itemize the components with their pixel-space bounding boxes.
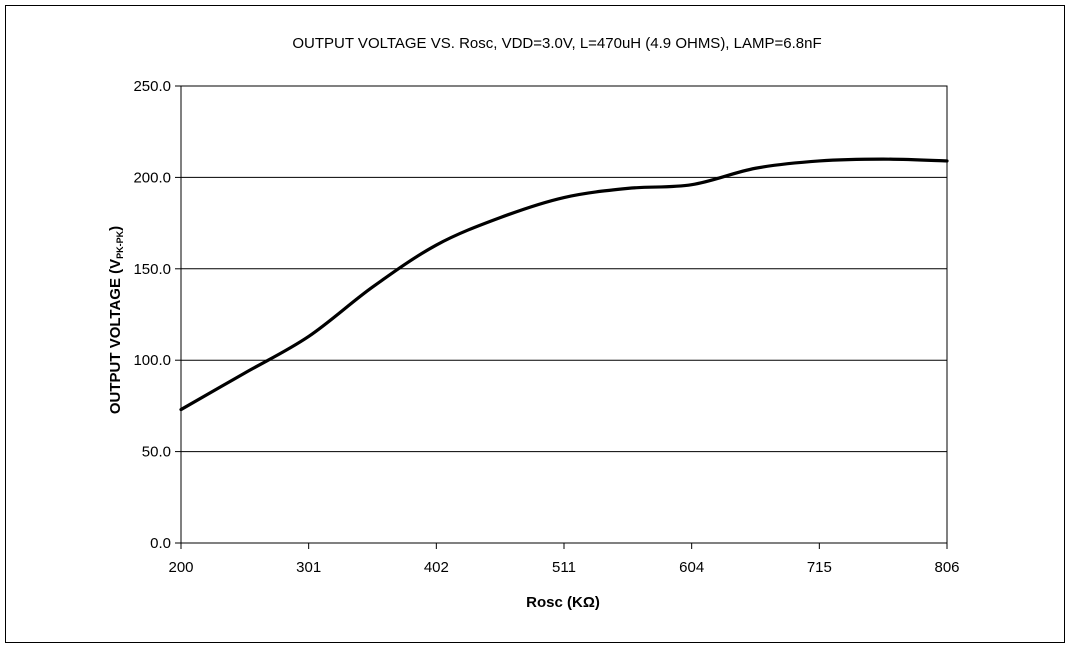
x-tick-labels: 200 301 402 511 604 715 806 <box>168 543 960 576</box>
plot-area <box>180 85 948 544</box>
x-tick-label: 604 <box>679 559 704 576</box>
y-axis-label: OUTPUT VOLTAGE (VPK-PK) <box>107 226 125 414</box>
series-line <box>179 157 949 412</box>
x-tick-label: 301 <box>296 559 321 576</box>
y-tick-labels: 0.0 50.0 100.0 150.0 200.0 250.0 <box>133 78 181 552</box>
x-tick-label: 402 <box>424 559 449 576</box>
y-tick-label: 100.0 <box>133 352 171 369</box>
x-tick-label: 511 <box>552 559 576 576</box>
x-tick-label: 200 <box>168 559 193 576</box>
y-axis-label-subscript: PK-PK <box>115 230 125 259</box>
y-tick-label: 200.0 <box>133 169 171 186</box>
y-tick-label: 150.0 <box>133 261 171 278</box>
y-tick-label: 50.0 <box>142 444 171 461</box>
y-axis-label-main: OUTPUT VOLTAGE (V <box>107 259 124 414</box>
x-tick-label: 806 <box>934 559 959 576</box>
chart-frame <box>5 5 1065 643</box>
x-tick-label: 715 <box>807 559 832 576</box>
gridlines <box>181 176 947 453</box>
y-axis-label-close: ) <box>107 226 124 231</box>
y-tick-label: 250.0 <box>133 78 171 95</box>
x-axis-label: Rosc (KΩ) <box>526 594 600 611</box>
chart-title: OUTPUT VOLTAGE VS. Rosc, VDD=3.0V, L=470… <box>292 35 821 52</box>
y-tick-label: 0.0 <box>150 535 171 552</box>
